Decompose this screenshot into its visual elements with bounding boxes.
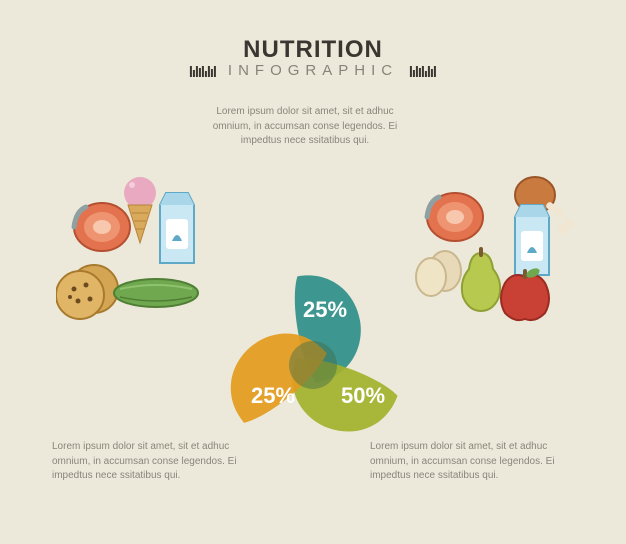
header: NUTRITION INFOGRAPHIC — [228, 36, 398, 79]
pct-left: 25% — [251, 383, 295, 409]
title-sub: INFOGRAPHIC — [228, 62, 398, 79]
pct-top: 25% — [303, 297, 347, 323]
caption-top: Lorem ipsum dolor sit amet, sit et adhuc… — [200, 105, 410, 149]
title-main: NUTRITION — [228, 36, 398, 64]
food-group-right-icon — [415, 175, 585, 325]
food-group-right — [415, 175, 585, 330]
food-group-left-icon — [56, 175, 226, 325]
subtitle-text: INFOGRAPHIC — [228, 62, 398, 79]
pct-right: 50% — [341, 383, 385, 409]
barcode-left-icon — [190, 66, 216, 77]
food-group-left — [56, 175, 226, 330]
venn-diagram: 25% 25% 50% — [203, 245, 423, 465]
barcode-right-icon — [410, 66, 436, 77]
